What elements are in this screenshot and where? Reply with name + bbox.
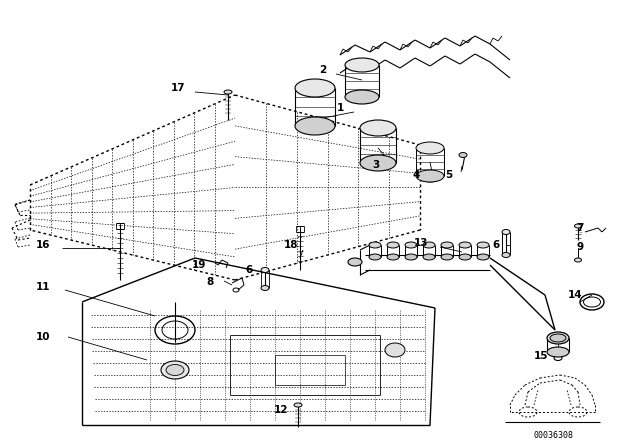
Text: 15: 15 bbox=[534, 351, 548, 361]
Ellipse shape bbox=[459, 254, 471, 260]
Text: 8: 8 bbox=[207, 277, 214, 287]
Text: 9: 9 bbox=[577, 242, 584, 252]
Text: 3: 3 bbox=[372, 160, 380, 170]
Ellipse shape bbox=[295, 117, 335, 135]
Ellipse shape bbox=[261, 285, 269, 290]
Ellipse shape bbox=[575, 224, 582, 228]
Ellipse shape bbox=[502, 253, 510, 258]
Ellipse shape bbox=[459, 152, 467, 158]
Ellipse shape bbox=[360, 155, 396, 171]
Ellipse shape bbox=[360, 120, 396, 136]
Text: 10: 10 bbox=[35, 332, 50, 342]
Text: 7: 7 bbox=[577, 223, 584, 233]
Ellipse shape bbox=[345, 58, 379, 72]
Ellipse shape bbox=[416, 142, 444, 154]
Text: 5: 5 bbox=[445, 170, 452, 180]
Ellipse shape bbox=[387, 242, 399, 248]
Ellipse shape bbox=[161, 361, 189, 379]
Ellipse shape bbox=[575, 258, 582, 262]
Text: 6: 6 bbox=[493, 240, 500, 250]
Ellipse shape bbox=[405, 242, 417, 248]
Text: 17: 17 bbox=[170, 83, 185, 93]
Text: 16: 16 bbox=[35, 240, 50, 250]
Ellipse shape bbox=[550, 334, 566, 342]
Ellipse shape bbox=[369, 254, 381, 260]
Text: 1: 1 bbox=[337, 103, 344, 113]
Text: 11: 11 bbox=[35, 282, 50, 292]
Ellipse shape bbox=[387, 254, 399, 260]
Ellipse shape bbox=[477, 254, 489, 260]
Ellipse shape bbox=[547, 332, 569, 344]
Text: 00036308: 00036308 bbox=[533, 431, 573, 439]
Text: 12: 12 bbox=[273, 405, 288, 415]
Ellipse shape bbox=[547, 347, 569, 357]
Ellipse shape bbox=[166, 365, 184, 375]
Ellipse shape bbox=[224, 90, 232, 94]
Text: 13: 13 bbox=[413, 238, 428, 248]
Ellipse shape bbox=[369, 242, 381, 248]
Ellipse shape bbox=[295, 79, 335, 97]
Ellipse shape bbox=[261, 267, 269, 272]
Ellipse shape bbox=[502, 229, 510, 234]
Text: 6: 6 bbox=[246, 265, 253, 275]
Text: 4: 4 bbox=[413, 170, 420, 180]
Ellipse shape bbox=[345, 90, 379, 104]
Text: 18: 18 bbox=[284, 240, 298, 250]
Ellipse shape bbox=[441, 254, 453, 260]
Ellipse shape bbox=[459, 242, 471, 248]
Ellipse shape bbox=[348, 258, 362, 266]
Ellipse shape bbox=[162, 321, 188, 339]
Ellipse shape bbox=[477, 242, 489, 248]
Ellipse shape bbox=[584, 297, 600, 307]
Ellipse shape bbox=[423, 242, 435, 248]
Text: 14: 14 bbox=[568, 290, 582, 300]
Ellipse shape bbox=[405, 254, 417, 260]
Ellipse shape bbox=[416, 170, 444, 182]
Ellipse shape bbox=[294, 403, 302, 407]
Ellipse shape bbox=[423, 254, 435, 260]
Text: 2: 2 bbox=[319, 65, 326, 75]
Ellipse shape bbox=[385, 343, 405, 357]
Text: 19: 19 bbox=[191, 260, 206, 270]
Ellipse shape bbox=[441, 242, 453, 248]
